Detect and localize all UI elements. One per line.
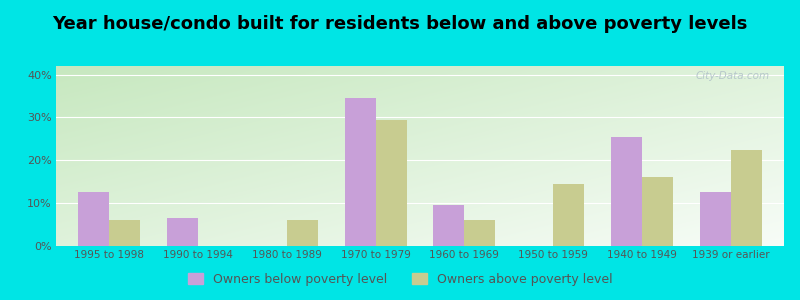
Bar — [611, 137, 642, 246]
Bar — [642, 177, 673, 246]
Bar — [110, 220, 140, 246]
Text: Year house/condo built for residents below and above poverty levels: Year house/condo built for residents bel… — [52, 15, 748, 33]
Bar — [553, 184, 584, 246]
Bar — [730, 150, 762, 246]
Bar — [78, 192, 110, 246]
Bar — [700, 192, 730, 246]
Text: City-Data.com: City-Data.com — [695, 71, 770, 81]
Bar — [464, 220, 495, 246]
Bar — [376, 120, 406, 246]
Legend: Owners below poverty level, Owners above poverty level: Owners below poverty level, Owners above… — [182, 268, 618, 291]
Bar — [434, 205, 464, 246]
Bar — [345, 98, 376, 246]
Bar — [287, 220, 318, 246]
Bar — [167, 218, 198, 246]
